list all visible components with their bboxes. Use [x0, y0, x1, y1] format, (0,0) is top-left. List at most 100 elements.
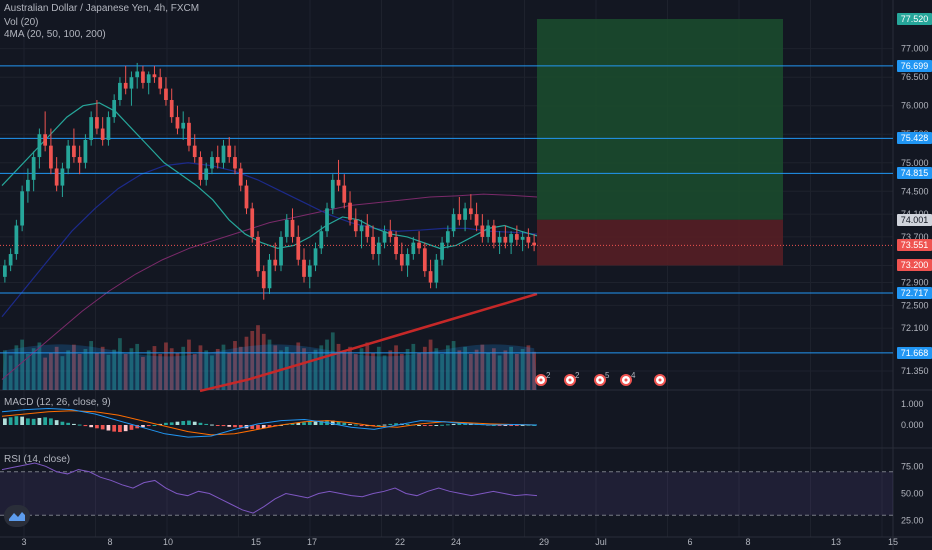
- macd-histogram-bar: [307, 421, 312, 425]
- volume-bar: [141, 356, 145, 390]
- candle-body: [382, 231, 387, 243]
- trade-marker-count: 2: [546, 371, 551, 380]
- candle-body: [77, 157, 82, 163]
- volume-bar: [514, 354, 519, 390]
- candle-body: [267, 259, 272, 289]
- macd-histogram-bar: [100, 425, 105, 430]
- volume-bar: [417, 352, 421, 390]
- time-tick-label: 6: [687, 537, 692, 547]
- volume-bar: [152, 346, 157, 390]
- macd-histogram-bar: [112, 425, 117, 432]
- tradingview-logo-icon[interactable]: [4, 505, 30, 527]
- time-tick-label: 8: [745, 537, 750, 547]
- time-axis[interactable]: 3 8 10 15 17 22 24 29 Jul 6 8 13 15: [21, 537, 898, 547]
- macd-histogram-bar: [146, 425, 151, 427]
- price-axis[interactable]: 77.00076.50076.00075.50075.00074.50074.1…: [901, 44, 929, 526]
- candle-body: [261, 271, 266, 289]
- volume-bar: [480, 344, 485, 390]
- volume-bar: [169, 348, 174, 390]
- candle-body: [497, 236, 502, 243]
- stop-loss-zone: [537, 219, 783, 266]
- candle-body: [273, 259, 278, 266]
- macd-histogram-bar: [422, 425, 427, 426]
- price-tag: 72.717: [897, 287, 932, 299]
- volume-bar: [307, 354, 312, 390]
- price-tag: 73.200: [897, 259, 932, 272]
- rsi-legend[interactable]: RSI (14, close): [4, 454, 71, 465]
- position-zones[interactable]: [537, 19, 783, 266]
- candle-body: [491, 225, 496, 243]
- candle-body: [417, 242, 421, 249]
- macd-histogram-bar: [417, 425, 421, 426]
- macd-histogram-bar: [497, 425, 502, 426]
- volume-bar: [204, 350, 209, 390]
- volume-bar: [256, 325, 260, 390]
- macd-histogram-bar: [382, 424, 387, 426]
- volume-bar: [164, 342, 168, 390]
- candle-body: [8, 254, 13, 266]
- ma-legend[interactable]: 4MA (20, 50, 100, 200): [4, 29, 106, 40]
- macd-histogram-bar: [227, 425, 232, 427]
- price-tick-label: 72.500: [901, 300, 929, 310]
- candlesticks: [3, 62, 536, 300]
- volume-bar: [376, 346, 381, 390]
- price-tick-label: 72.100: [901, 323, 929, 333]
- volume-bar: [100, 346, 105, 390]
- volume-bar: [296, 342, 301, 390]
- candle-body: [238, 168, 243, 186]
- macd-histogram-bar: [451, 423, 456, 425]
- candle-body: [486, 225, 490, 237]
- candle-body: [210, 157, 214, 169]
- volume-legend[interactable]: Vol (20): [4, 17, 39, 28]
- macd-histogram-bar: [60, 421, 65, 425]
- volume-bar: [509, 346, 513, 390]
- macd-histogram-bar: [348, 423, 352, 425]
- candle-body: [215, 157, 220, 163]
- candle-body: [480, 225, 485, 237]
- macd-histogram-bar: [256, 425, 260, 430]
- candle-body: [14, 225, 19, 255]
- candle-body: [158, 77, 163, 89]
- volume-bar: [221, 344, 226, 390]
- macd-histogram-bar: [106, 425, 111, 431]
- macd-histogram-bar: [267, 425, 272, 428]
- time-tick-label: 29: [539, 537, 549, 547]
- volume-bar: [440, 354, 444, 390]
- candle-body: [141, 71, 145, 83]
- horizontal-levels[interactable]: [0, 65, 893, 354]
- candle-body: [284, 219, 289, 237]
- price-tick-label: 72.900: [901, 278, 929, 288]
- time-tick-label: 10: [163, 537, 173, 547]
- candle-body: [181, 122, 186, 129]
- time-tick-label: Jul: [595, 537, 607, 547]
- candle-body: [20, 191, 25, 226]
- macd-histogram-bar: [394, 423, 398, 425]
- candle-body: [526, 236, 531, 243]
- volume-bar: [233, 341, 237, 390]
- macd-histogram-bar: [3, 418, 7, 425]
- macd-histogram-bar: [215, 425, 220, 426]
- macd-histogram-bar: [233, 425, 237, 428]
- volume-bar: [49, 352, 53, 390]
- rsi-line: [1, 462, 538, 514]
- rsi-band: [0, 471, 893, 516]
- candle-body: [405, 254, 410, 266]
- volume-bar: [146, 350, 151, 390]
- macd-histogram-bar: [457, 423, 462, 425]
- volume-bar: [267, 339, 272, 390]
- symbol-legend[interactable]: Australian Dollar / Japanese Yen, 4h, FX…: [4, 3, 200, 14]
- trade-marker-dot: [598, 378, 602, 382]
- candle-body: [49, 145, 53, 169]
- trade-icons[interactable]: 2 2 5 4: [535, 371, 666, 386]
- macd-histogram-bar: [95, 425, 99, 429]
- candle-body: [422, 248, 427, 272]
- candle-body: [43, 134, 48, 146]
- volume-bar: [175, 352, 180, 390]
- macd-legend[interactable]: MACD (12, 26, close, 9): [4, 397, 111, 408]
- candle-body: [146, 74, 151, 83]
- volume-bar: [526, 345, 531, 390]
- volume-bar: [192, 354, 197, 390]
- volume-bar: [486, 352, 490, 390]
- candle-body: [348, 202, 352, 220]
